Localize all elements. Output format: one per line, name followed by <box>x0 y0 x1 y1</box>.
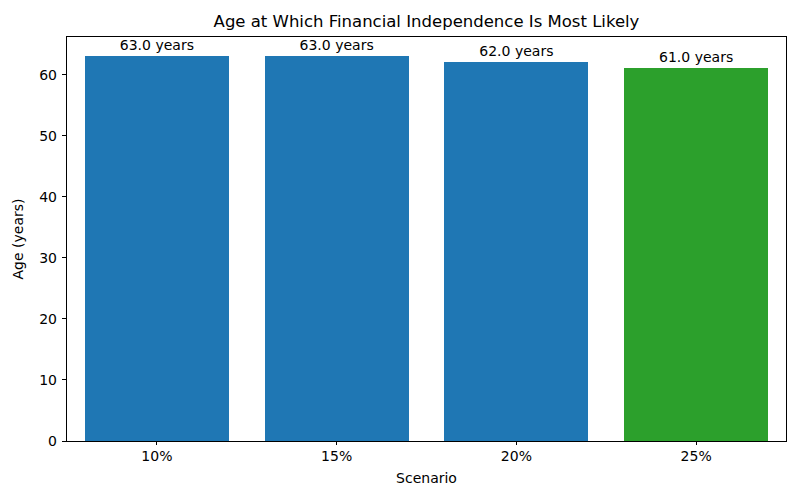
bar-slot: 63.0 years <box>67 37 247 441</box>
figure: Age at Which Financial Independence Is M… <box>0 0 800 500</box>
y-tick-mark <box>62 257 66 258</box>
bar-slot: 61.0 years <box>606 37 786 441</box>
x-tick-label: 25% <box>681 448 712 464</box>
x-tick-mark <box>696 441 697 445</box>
bar-slot: 62.0 years <box>427 37 607 441</box>
y-tick-label: 50 <box>39 128 57 144</box>
y-tick-label: 30 <box>39 250 57 266</box>
x-tick-mark <box>156 441 157 445</box>
bar-15%: 63.0 years <box>265 56 409 441</box>
bar-20%: 62.0 years <box>444 62 588 441</box>
y-tick-label: 40 <box>39 189 57 205</box>
y-tick-label: 60 <box>39 67 57 83</box>
bar-value-label: 63.0 years <box>120 37 194 53</box>
y-axis-title: Age (years) <box>10 199 26 280</box>
chart-title: Age at Which Financial Independence Is M… <box>66 12 787 31</box>
bar-slot: 63.0 years <box>247 37 427 441</box>
y-tick-mark <box>62 135 66 136</box>
x-tick-label: 15% <box>321 448 352 464</box>
bar-10%: 63.0 years <box>85 56 229 441</box>
y-tick-label: 10 <box>39 372 57 388</box>
bars-row: 63.0 years63.0 years62.0 years61.0 years <box>67 37 786 441</box>
x-axis-title: Scenario <box>66 470 787 486</box>
bar-value-label: 61.0 years <box>659 49 733 65</box>
x-tick-label: 20% <box>501 448 532 464</box>
y-tick-mark <box>62 441 66 442</box>
x-tick-mark <box>336 441 337 445</box>
y-tick-label: 20 <box>39 311 57 327</box>
plot-area: 63.0 years63.0 years62.0 years61.0 years… <box>66 36 787 442</box>
x-tick-mark <box>516 441 517 445</box>
bar-value-label: 62.0 years <box>479 43 553 59</box>
y-tick-mark <box>62 196 66 197</box>
y-tick-mark <box>62 74 66 75</box>
y-tick-label: 0 <box>48 433 57 449</box>
bar-25%: 61.0 years <box>624 68 768 441</box>
x-tick-label: 10% <box>141 448 172 464</box>
y-tick-mark <box>62 318 66 319</box>
y-tick-mark <box>62 379 66 380</box>
bar-value-label: 63.0 years <box>300 37 374 53</box>
